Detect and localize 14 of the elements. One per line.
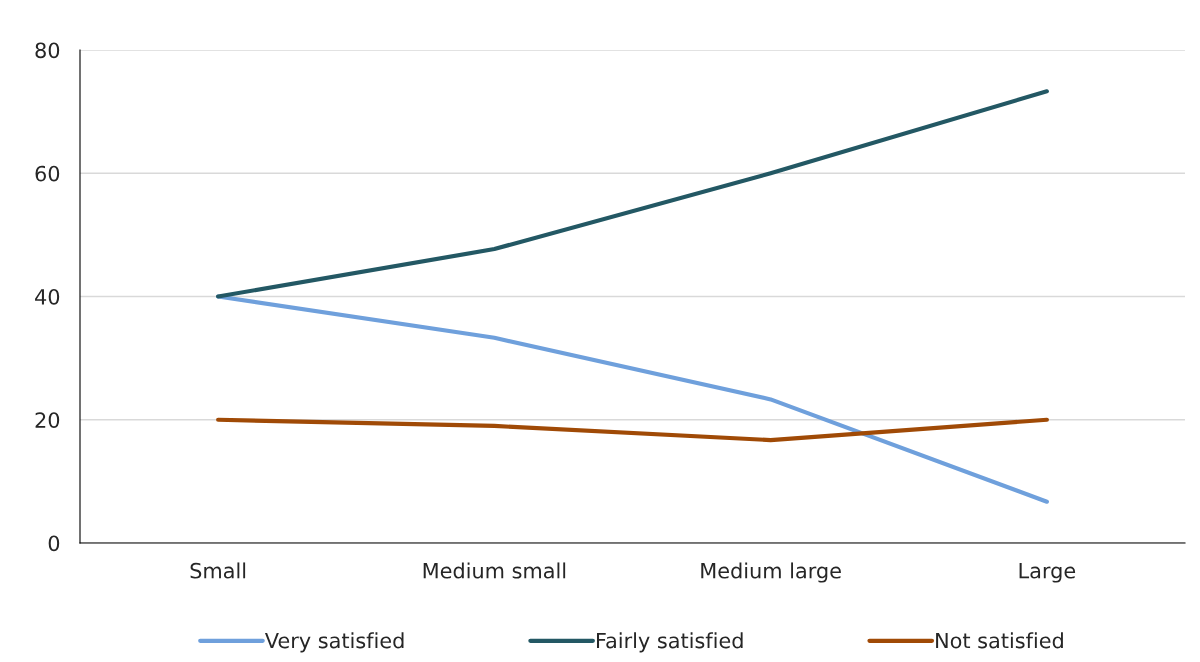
- y-tick-label: 40: [35, 288, 60, 305]
- line-series: [216, 89, 1049, 299]
- x-tick-label: Small: [190, 562, 246, 579]
- legend-label: Fairly satisfied: [596, 632, 743, 653]
- y-tick-label: 0: [48, 535, 60, 552]
- y-tick-label: 20: [35, 412, 60, 428]
- legend-label: Very satisfied: [264, 632, 404, 653]
- y-tick-label: 60: [35, 165, 60, 182]
- x-tick-label: Medium small: [423, 562, 566, 579]
- line-series: [216, 294, 1049, 504]
- x-tick-label: Large: [1019, 563, 1076, 583]
- x-tick-label: Medium large: [701, 562, 841, 583]
- legend-label: Not satisfied: [936, 632, 1063, 649]
- y-tick-label: 80: [35, 42, 60, 59]
